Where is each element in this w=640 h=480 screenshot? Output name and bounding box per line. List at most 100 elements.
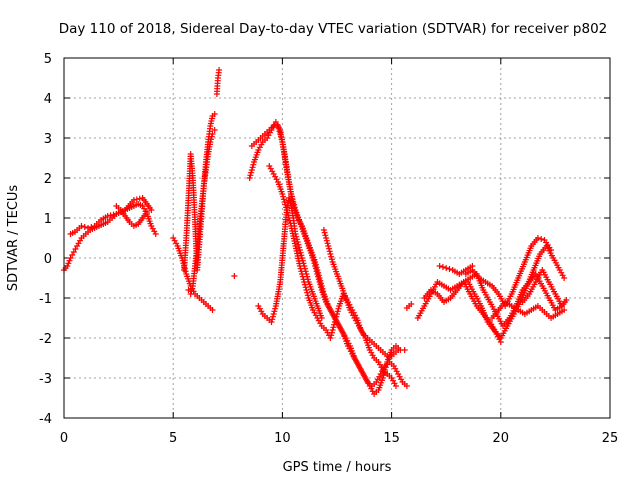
x-tick-label: 15 (383, 431, 400, 446)
series-t11 (255, 195, 325, 325)
x-tick-label: 5 (169, 431, 177, 446)
data-point (285, 195, 292, 201)
data-point-fill (81, 224, 88, 230)
data-point (443, 265, 450, 271)
data-point-fill (323, 235, 330, 241)
data-point (216, 67, 223, 73)
data-point-fill (284, 209, 291, 216)
y-tick-label: -3 (39, 372, 52, 387)
data-point (534, 235, 541, 241)
data-point-fill (296, 244, 303, 251)
data-point (288, 191, 295, 197)
data-point (152, 231, 159, 237)
data-point-fill (88, 224, 95, 230)
data-point (268, 319, 275, 325)
data-point-fill (312, 265, 319, 272)
data-point-fill (300, 276, 307, 283)
data-point-fill (332, 316, 339, 323)
data-point (436, 263, 443, 269)
data-point-fill (315, 273, 322, 280)
grid (64, 58, 610, 418)
data-point-fill (321, 229, 328, 236)
data-point-fill (328, 329, 335, 336)
data-point-fill (66, 257, 73, 264)
y-tick-label: 1 (44, 212, 52, 227)
data-point (211, 111, 218, 117)
data-point (104, 213, 111, 219)
data-point (395, 347, 402, 353)
data-point-fill (334, 308, 341, 315)
data-point-fill (301, 281, 308, 288)
data-point-fill (65, 260, 72, 267)
data-point-fill (297, 249, 304, 256)
data-point (130, 197, 137, 203)
data-point (314, 271, 321, 277)
data-point-fill (315, 276, 322, 283)
data-point-fill (290, 199, 297, 205)
data-point (279, 191, 286, 197)
data-point-fill (323, 237, 330, 244)
data-point-fill (291, 204, 298, 211)
data-point (301, 279, 308, 285)
data-point-fill (189, 285, 196, 292)
data-point-fill (311, 260, 318, 267)
data-point-fill (327, 251, 334, 257)
data-point (85, 225, 92, 231)
data-point (309, 255, 316, 261)
y-tick-label: -1 (39, 292, 52, 307)
data-point-fill (446, 266, 453, 272)
data-point (187, 291, 194, 297)
data-point-fill (248, 167, 255, 173)
data-point (143, 209, 150, 215)
data-point-fill (287, 220, 294, 227)
data-point-fill (270, 311, 277, 317)
data-point (561, 307, 568, 313)
series-t6 (185, 127, 218, 297)
series-t10 (248, 123, 408, 397)
data-point-fill (330, 324, 337, 331)
data-point-fill (282, 201, 289, 208)
series-t3 (113, 203, 150, 229)
data-point-fill (333, 313, 340, 320)
x-tick-label: 0 (60, 431, 68, 446)
data-point-fill (328, 332, 335, 339)
x-tick-label: 10 (274, 431, 291, 446)
y-tick-label: 3 (44, 132, 52, 147)
x-axis-label: GPS time / hours (283, 460, 392, 475)
series-t14 (403, 301, 415, 311)
data-point-fill (275, 125, 282, 132)
data-point (408, 301, 415, 307)
data-point-fill (304, 289, 311, 296)
data-point-fill (269, 313, 276, 320)
data-point-fill (286, 197, 293, 204)
plot-frame (63, 57, 611, 419)
data-point-fill (298, 268, 305, 275)
plot-area (61, 67, 570, 397)
data-point-fill (299, 271, 306, 277)
data-point-fill (302, 284, 309, 291)
data-point-fill (334, 311, 340, 317)
data-point-fill (208, 136, 215, 143)
data-point-fill (271, 308, 278, 315)
data-point-fill (325, 245, 332, 252)
chart-title: Day 110 of 2018, Sidereal Day-to-day VTE… (59, 21, 608, 37)
y-tick-label: 0 (44, 252, 52, 267)
data-point-fill (297, 265, 304, 272)
data-point (64, 263, 71, 269)
data-point-fill (287, 200, 294, 207)
data-point (211, 127, 218, 133)
data-point-fill (326, 248, 333, 255)
data-point (320, 227, 327, 233)
y-tick-label: 5 (44, 52, 52, 67)
data-point (403, 383, 410, 389)
data-point-fill (133, 196, 140, 203)
data-point (379, 375, 386, 381)
data-point-fill (249, 164, 256, 171)
data-point-fill (250, 161, 257, 168)
data-point (296, 263, 303, 269)
data-point (231, 273, 238, 279)
data-point-fill (328, 253, 335, 260)
data-point-fill (439, 264, 446, 270)
data-point-fill (331, 321, 338, 328)
